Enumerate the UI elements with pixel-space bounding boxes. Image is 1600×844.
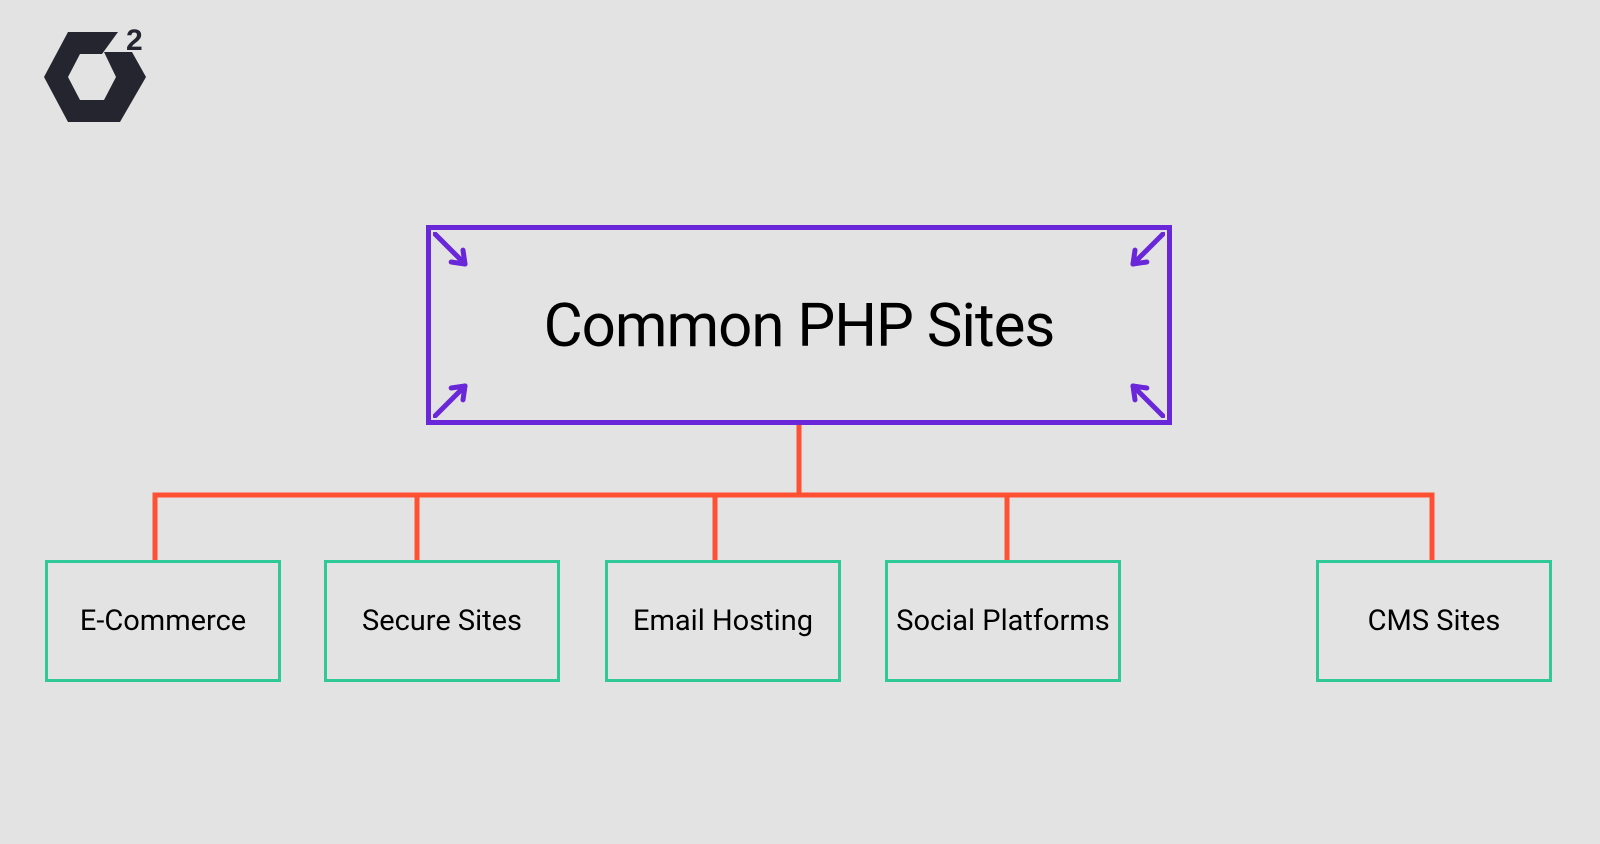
diagram-canvas: 2 Common PHP Sites E-CommerceSecure Site… [0,0,1600,844]
child-node: Secure Sites [324,560,560,682]
child-node: Social Platforms [885,560,1121,682]
child-node: Email Hosting [605,560,841,682]
child-node: E-Commerce [45,560,281,682]
child-node-label: E-Commerce [80,603,246,639]
children-layer: E-Commerce Secure Sites Email Hosting Socia… [0,0,1600,844]
child-node-label: CMS Sites [1368,603,1501,639]
child-node-label: Social Platforms [896,603,1109,639]
child-node-label: Email Hosting [633,603,813,639]
child-node-label: Secure Sites [362,603,522,639]
child-node: CMS Sites [1316,560,1552,682]
